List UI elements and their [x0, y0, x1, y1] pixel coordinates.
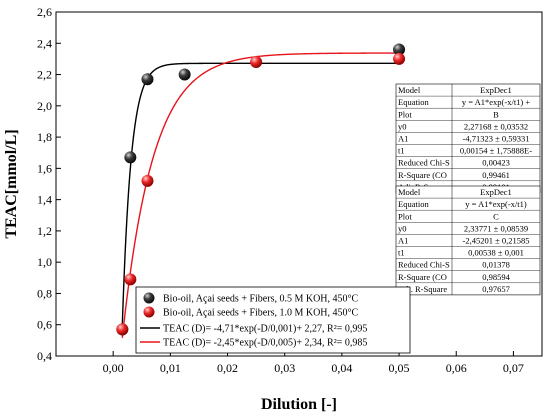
fit-table-cell-key: Model: [398, 85, 421, 95]
series-1-point: [178, 68, 191, 81]
y-tick-label: 1,0: [37, 255, 52, 269]
fit-table-frame: [395, 185, 541, 296]
y-tick-label: 0,8: [37, 286, 52, 300]
legend-box: [135, 286, 411, 354]
fit-table-cell-key: Adj. R-Square: [398, 284, 447, 294]
fit-curve-1: [121, 62, 400, 325]
series-2-point: [116, 323, 129, 336]
fit-table-cell-value: y = A1*exp(-x/t1) +: [462, 97, 531, 107]
legend-label-series-1: Bio-oil, Açai seeds + Fibers, 0.5 M KOH,…: [163, 294, 359, 305]
plot-frame: [55, 11, 543, 357]
legend-label-fit-1: TEAC (D)= -4,71*exp(-D/0,001)+ 2,27, R²=…: [163, 324, 367, 335]
x-tick-label: 0,00: [103, 361, 124, 375]
series-1-point: [124, 151, 137, 164]
x-tick-label: 0,06: [446, 361, 467, 375]
y-tick-label: 1,8: [37, 130, 52, 144]
fit-table-cell-key: A1: [398, 236, 408, 246]
fit-table-cell-value: ExpDec1: [480, 187, 512, 197]
fit-table-cell-value: 0,00538 ± 0,001: [468, 248, 524, 258]
fit-table-2: Model ExpDec1 Equation y = A1*exp(-x/t1) Plo…: [395, 185, 541, 296]
fit-table-cell-value: 0,98594: [482, 272, 510, 282]
fit-table-cell-value: -2,45201 ± 0,21585: [463, 236, 530, 246]
y-tick-label: 2,0: [37, 99, 52, 113]
fit-table-cell-key: y0: [398, 223, 407, 233]
legend-marker-series-1: [143, 292, 155, 304]
series-2-point: [393, 52, 406, 65]
fit-table-cell-key: Plot: [398, 211, 412, 221]
y-tick-label: 2,4: [37, 36, 52, 50]
series-2-point: [250, 56, 263, 69]
fit-table-cell-key: Model: [398, 187, 421, 197]
y-tick-label: 0,6: [37, 318, 52, 332]
x-tick-label: 0,03: [274, 361, 295, 375]
y-tick-label: 2,2: [37, 68, 52, 82]
fit-table-cell-value: ExpDec1: [480, 85, 512, 95]
fit-table-cell-value: 0,01378: [482, 260, 510, 270]
legend-marker-series-2: [143, 306, 155, 318]
fit-curve-2: [121, 52, 400, 338]
x-axis-ticks: 0,00 0,01 0,02 0,03 0,04 0,05 0,06 0,07: [103, 351, 524, 375]
fit-table-frame: [395, 83, 541, 194]
y-axis-title: TEAC[mmol/L]: [3, 129, 20, 238]
x-tick-label: 0,04: [331, 361, 352, 375]
legend-label-fit-2: TEAC (D)= -2,45*exp(-D/0,005)+ 2,34, R²=…: [163, 338, 367, 349]
fit-table-cell-key: Reduced Chi-S: [398, 158, 450, 168]
x-tick-label: 0,07: [503, 361, 524, 375]
x-tick-label: 0,05: [389, 361, 410, 375]
fit-table-1: Model ExpDec1 Equation y = A1*exp(-x/t1) + P…: [395, 83, 541, 194]
series-1-point: [141, 73, 154, 86]
data-points: [116, 43, 406, 336]
legend: Bio-oil, Açai seeds + Fibers, 0.5 M KOH,…: [135, 286, 411, 354]
series-2-point: [124, 273, 137, 286]
y-axis-ticks: 0,4 0,6 0,8 1,0 1,2 1,4 1,6 1,8 2,0 2,2 2,4 2,6: [37, 5, 61, 363]
series-1-point: [393, 43, 406, 56]
legend-label-series-2: Bio-oil, Açai seeds + Fibers, 1.0 M KOH,…: [163, 308, 359, 319]
series-2-point: [141, 174, 154, 187]
x-axis-title: Dilution [-]: [261, 396, 337, 413]
fit-table-cell-value: 2,33771 ± 0,08539: [464, 223, 528, 233]
fit-table-cell-key: t1: [398, 248, 405, 258]
fit-table-cell-value: 0,00423: [482, 158, 510, 168]
y-tick-label: 0,4: [37, 349, 52, 363]
fit-table-cell-value: C: [493, 211, 499, 221]
fit-table-cell-value: 2,27168 ± 0,03532: [464, 121, 528, 131]
x-tick-label: 0,01: [160, 361, 181, 375]
fit-table-cell-key: R-Square (CO: [398, 170, 447, 180]
y-tick-label: 1,2: [37, 224, 52, 238]
fit-table-cell-key: A1: [398, 134, 408, 144]
y-tick-label: 1,6: [37, 161, 52, 175]
fit-table-cell-value: 0,99461: [482, 170, 510, 180]
fit-table-cell-key: R-Square (CO: [398, 272, 447, 282]
fit-table-cell-value: -4,71323 ± 0,59331: [463, 134, 530, 144]
y-tick-label: 1,4: [37, 193, 52, 207]
fit-table-cell-value: 0,97657: [482, 284, 510, 294]
fit-table-cell-key: Reduced Chi-S: [398, 260, 450, 270]
fit-table-cell-value: 0,00154 ± 1,75888E-: [460, 146, 532, 156]
fit-table-cell-value: B: [493, 109, 499, 119]
fit-table-cell-key: Equation: [398, 199, 429, 209]
y-tick-label: 2,6: [37, 5, 52, 19]
x-tick-label: 0,02: [217, 361, 238, 375]
fit-table-cell-key: y0: [398, 121, 407, 131]
fit-table-cell-value: y = A1*exp(-x/t1): [465, 199, 527, 209]
fit-table-cell-key: Equation: [398, 97, 429, 107]
fit-table-cell-key: t1: [398, 146, 405, 156]
fit-table-cell-key: Plot: [398, 109, 412, 119]
fit-parameter-tables: Model ExpDec1 Equation y = A1*exp(-x/t1) + P…: [395, 83, 541, 296]
